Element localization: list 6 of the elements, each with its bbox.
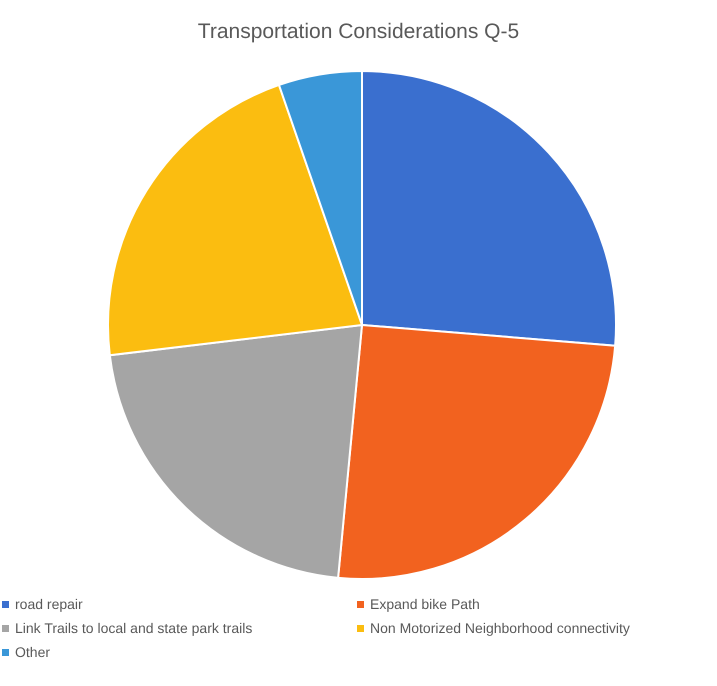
legend-label: road repair <box>15 596 83 612</box>
legend-label: Other <box>15 644 50 660</box>
legend-label: Non Motorized Neighborhood connectivity <box>370 620 630 636</box>
legend-label: Expand bike Path <box>370 596 480 612</box>
chart-title: Transportation Considerations Q-5 <box>196 19 520 45</box>
legend-label: Link Trails to local and state park trails <box>15 620 252 636</box>
